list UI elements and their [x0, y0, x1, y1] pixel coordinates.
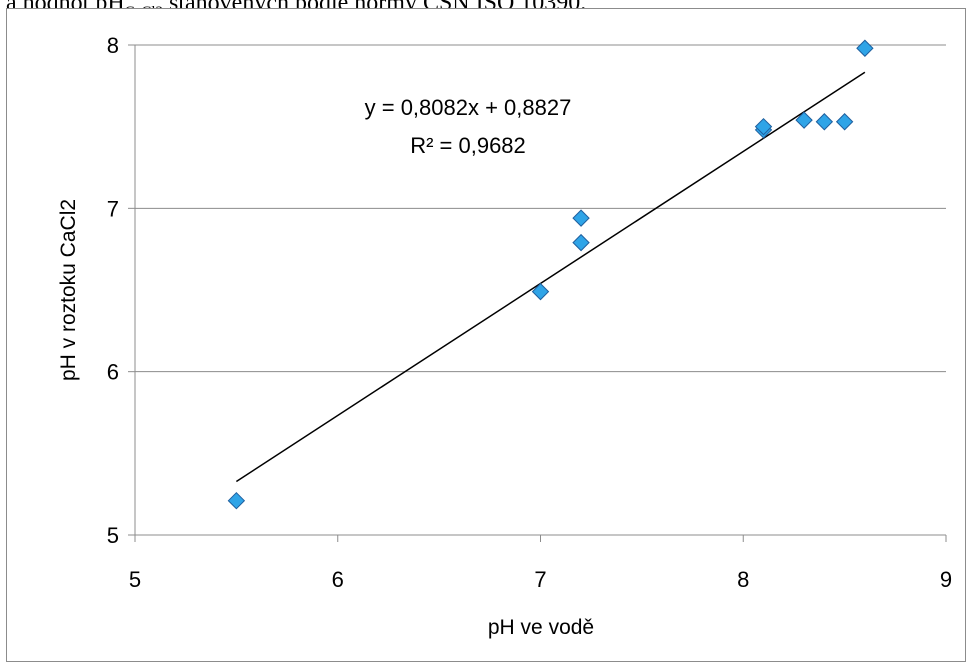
- x-tick-label-8: 8: [737, 567, 749, 592]
- axes: [134, 45, 946, 536]
- x-tick-label-5: 5: [129, 567, 141, 592]
- data-point-2: [531, 282, 550, 301]
- data-point-3: [572, 233, 590, 252]
- tick-labels: 5 6 7 8 5 6 7 8 9: [107, 33, 952, 592]
- x-axis-title: pH ve vodě: [488, 616, 594, 639]
- data-point-1: [227, 491, 246, 510]
- data-points: [227, 39, 874, 510]
- data-point-6: [754, 117, 773, 136]
- data-point-8: [815, 113, 834, 131]
- data-point-4: [572, 209, 590, 227]
- x-tick-label-7: 7: [534, 567, 546, 592]
- y-tick-label-6: 6: [107, 360, 119, 385]
- y-axis-title: pH v roztoku CaCl2: [57, 199, 80, 381]
- x-tick-label-6: 6: [332, 567, 344, 592]
- data-point-10: [856, 39, 874, 57]
- x-tick-label-9: 9: [940, 567, 952, 592]
- y-tick-label-8: 8: [107, 33, 119, 58]
- y-tick-label-7: 7: [107, 196, 119, 221]
- data-point-7: [795, 111, 813, 129]
- r-squared-label: R² = 0,9682: [410, 133, 526, 158]
- data-point-9: [835, 113, 854, 131]
- y-tick-label-5: 5: [107, 523, 119, 548]
- trendline-equation: y = 0,8082x + 0,8827: [365, 95, 572, 120]
- trendline: [235, 71, 866, 483]
- gridlines: [128, 44, 947, 542]
